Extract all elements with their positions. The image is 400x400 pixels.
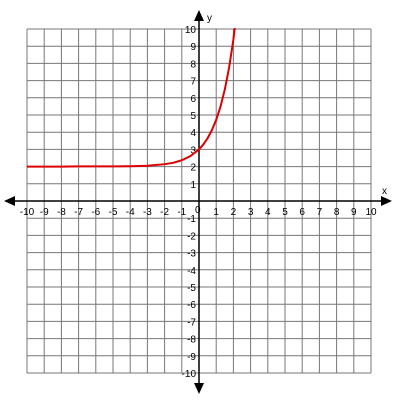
x-tick-label: -8 xyxy=(57,207,66,218)
x-tick-label: -2 xyxy=(160,207,169,218)
x-tick-label: -3 xyxy=(143,207,152,218)
y-tick-label: 9 xyxy=(190,42,196,53)
y-tick-label: 6 xyxy=(190,94,196,105)
y-tick-label: 4 xyxy=(190,128,196,139)
x-tick-label: -6 xyxy=(91,207,100,218)
y-tick-label: -1 xyxy=(187,214,196,225)
x-tick-label: -5 xyxy=(109,207,118,218)
y-tick-label: 3 xyxy=(190,145,196,156)
y-axis-arrow-down xyxy=(194,383,204,394)
y-tick-label: -10 xyxy=(182,369,197,380)
y-tick-label: -5 xyxy=(187,283,196,294)
x-tick-label: -4 xyxy=(126,207,135,218)
x-tick-label: 2 xyxy=(231,207,237,218)
x-tick-label: 5 xyxy=(282,207,288,218)
x-tick-label: 9 xyxy=(351,207,357,218)
y-axis-arrow-up xyxy=(194,10,204,21)
y-tick-label: -3 xyxy=(187,249,196,260)
y-tick-label: 7 xyxy=(190,77,196,88)
x-tick-label: 8 xyxy=(334,207,340,218)
x-axis-arrow-left xyxy=(4,196,15,206)
x-tick-labels: -10 -9 -8 -7 -6 -5 -4 -3 -2 -1 1 2 3 4 5 6 7 8 9 10 xyxy=(20,207,377,218)
x-tick-label: 4 xyxy=(265,207,271,218)
y-tick-label: 10 xyxy=(185,25,197,36)
x-tick-label: 10 xyxy=(365,207,377,218)
curve-line xyxy=(27,28,236,168)
x-tick-label: 3 xyxy=(248,207,254,218)
x-tick-label: -10 xyxy=(20,207,35,218)
x-tick-label: 6 xyxy=(299,207,305,218)
y-tick-label: -6 xyxy=(187,300,196,311)
origin-label: 0 xyxy=(195,205,201,216)
y-axis-label: y xyxy=(207,13,212,24)
x-tick-label: -7 xyxy=(74,207,83,218)
y-tick-label: 8 xyxy=(190,59,196,70)
y-tick-label: -7 xyxy=(187,317,196,328)
x-tick-label: -9 xyxy=(40,207,49,218)
y-tick-labels: -10 -9 -8 -7 -6 -5 -4 -3 -2 -1 1 2 3 4 5 6 7 8 9 10 xyxy=(182,25,197,380)
y-tick-label: -4 xyxy=(187,266,196,277)
x-axis-label: x xyxy=(382,186,387,197)
y-tick-label: -2 xyxy=(187,231,196,242)
x-axis-arrow-right xyxy=(381,196,392,206)
y-tick-label: 5 xyxy=(190,111,196,122)
y-tick-label: -8 xyxy=(187,335,196,346)
y-tick-label: 2 xyxy=(190,163,196,174)
axes xyxy=(4,10,392,394)
x-tick-label: 7 xyxy=(317,207,323,218)
y-tick-label: 1 xyxy=(190,180,196,191)
curves xyxy=(27,28,236,168)
y-tick-label: -9 xyxy=(187,352,196,363)
x-tick-label: 1 xyxy=(213,207,219,218)
x-tick-label: -1 xyxy=(177,207,186,218)
